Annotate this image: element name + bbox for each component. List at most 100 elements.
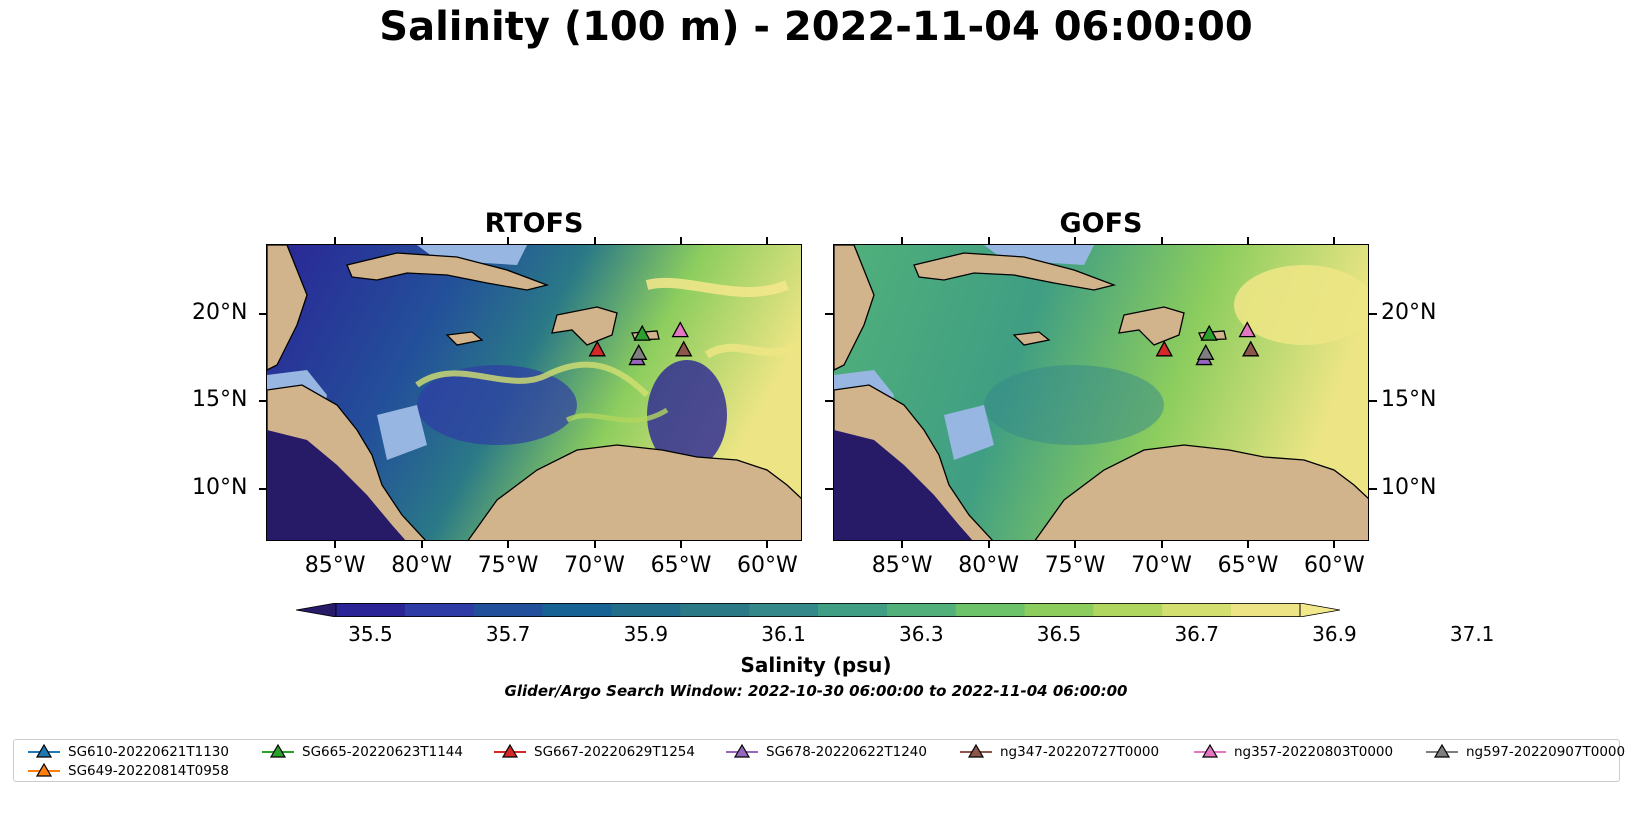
- land-cuba: [913, 252, 1117, 291]
- lon-tick-label: 80°W: [958, 553, 1019, 578]
- legend-item: SG649-20220814T0958: [28, 763, 229, 779]
- station-marker: [1200, 324, 1218, 341]
- eddy: [1234, 265, 1368, 345]
- tick-mark: [1369, 487, 1377, 490]
- station-marker: [1197, 343, 1215, 360]
- legend-marker-icon: [1426, 744, 1458, 758]
- tick-mark: [766, 541, 769, 548]
- legend-item: ng597-20220907T0000: [1426, 744, 1625, 760]
- tick-mark: [901, 237, 904, 244]
- tick-mark: [766, 237, 769, 244]
- tick-mark: [987, 541, 990, 548]
- legend-marker-icon: [262, 744, 294, 758]
- colorbar-segment: [404, 603, 475, 617]
- lat-tick-label-right: 10°N: [1381, 474, 1437, 500]
- colorbar-tick-label: 35.5: [348, 622, 393, 646]
- colorbar-segment: [336, 603, 406, 617]
- station-marker: [630, 343, 648, 360]
- shallow-water: [377, 405, 427, 460]
- legend-item: SG678-20220622T1240: [726, 744, 927, 760]
- land-hispaniola: [1118, 306, 1185, 346]
- eddy: [417, 365, 577, 445]
- map-gofs: [833, 244, 1369, 541]
- legend-item: SG610-20220621T1130: [28, 744, 229, 760]
- colorbar-segment: [473, 603, 544, 617]
- legend-item: SG667-20220629T1254: [494, 744, 695, 760]
- colorbar-segment: [1162, 603, 1232, 617]
- panel-title-gofs: GOFS: [1059, 208, 1143, 239]
- legend-marker-icon: [494, 744, 526, 758]
- eddy: [647, 360, 727, 470]
- colorbar-tick-label: 36.9: [1312, 622, 1357, 646]
- colorbar-segment: [886, 603, 957, 617]
- tick-mark: [593, 237, 596, 244]
- legend-item: ng357-20220803T0000: [1194, 744, 1393, 760]
- tick-mark: [987, 237, 990, 244]
- colorbar: [296, 603, 1340, 617]
- lon-tick-label: 85°W: [871, 553, 933, 578]
- pacific-ocean: [267, 430, 406, 540]
- colorbar-extend-max: [1299, 603, 1340, 617]
- lon-tick-label: 65°W: [1217, 553, 1279, 578]
- tick-mark: [1160, 541, 1163, 548]
- tick-mark: [259, 312, 267, 315]
- pacific-ocean: [834, 430, 973, 540]
- colorbar-segment: [542, 603, 612, 617]
- colorbar-segment: [680, 603, 750, 617]
- tick-mark: [1369, 312, 1377, 315]
- tick-mark: [679, 541, 682, 548]
- tick-mark: [825, 487, 833, 490]
- legend-marker-icon: [28, 763, 60, 777]
- colorbar-segment: [611, 603, 681, 617]
- land-south-america: [1034, 444, 1368, 540]
- tick-mark: [1246, 237, 1249, 244]
- legend-label: ng357-20220803T0000: [1234, 744, 1394, 760]
- colorbar-frame: [335, 603, 1301, 617]
- front-swirl: [645, 277, 789, 297]
- land-jamaica: [445, 331, 484, 346]
- colorbar-tick-label: 35.7: [485, 622, 531, 646]
- station-marker: [633, 324, 651, 341]
- lon-tick-label: 65°W: [650, 553, 712, 578]
- tick-mark: [507, 237, 510, 244]
- lat-tick-label-right: 15°N: [1381, 387, 1437, 413]
- shallow-water: [944, 405, 994, 460]
- legend-label: SG667-20220629T1254: [534, 744, 695, 760]
- legend-item: SG665-20220623T1144: [262, 744, 463, 760]
- tick-mark: [507, 541, 510, 548]
- station-markers: [1155, 321, 1260, 366]
- eddy: [984, 365, 1164, 445]
- tick-mark: [825, 400, 833, 403]
- legend-label: ng347-20220727T0000: [1000, 744, 1160, 760]
- colorbar-segment: [1024, 603, 1094, 617]
- legend-item: ng347-20220727T0000: [960, 744, 1159, 760]
- station-markers: [588, 321, 693, 366]
- tick-mark: [259, 400, 267, 403]
- figure-title: Salinity (100 m) - 2022-11-04 06:00:00: [379, 4, 1253, 50]
- lon-tick-label: 70°W: [1131, 553, 1192, 578]
- legend: SG610-20220621T1130 SG665-20220623T1144 SG…: [13, 739, 1625, 782]
- panel-title-rtofs: RTOFS: [484, 208, 584, 239]
- tick-mark: [1246, 541, 1249, 548]
- tick-mark: [420, 541, 423, 548]
- colorbar-segment: [818, 603, 888, 617]
- land-yucatan: [267, 245, 308, 371]
- legend-label: SG610-20220621T1130: [68, 744, 229, 760]
- land-south-america: [467, 444, 801, 540]
- tick-mark: [420, 237, 423, 244]
- lat-tick-label-left: 10°N: [192, 474, 248, 500]
- station-marker: [1155, 340, 1173, 357]
- legend-marker-icon: [726, 744, 758, 758]
- colorbar-tick-label: 37.1: [1449, 622, 1495, 646]
- tick-mark: [825, 312, 833, 315]
- tick-mark: [334, 541, 337, 548]
- colorbar-title: Salinity (psu): [740, 653, 892, 677]
- lon-tick-label: 60°W: [737, 553, 798, 578]
- colorbar-segment: [955, 603, 1026, 617]
- lat-tick-label-left: 15°N: [192, 387, 248, 413]
- colorbar-segment: [1231, 603, 1301, 617]
- legend-marker-icon: [960, 744, 992, 758]
- front-swirl: [565, 407, 669, 423]
- tick-mark: [259, 487, 267, 490]
- lon-tick-label: 80°W: [391, 553, 452, 578]
